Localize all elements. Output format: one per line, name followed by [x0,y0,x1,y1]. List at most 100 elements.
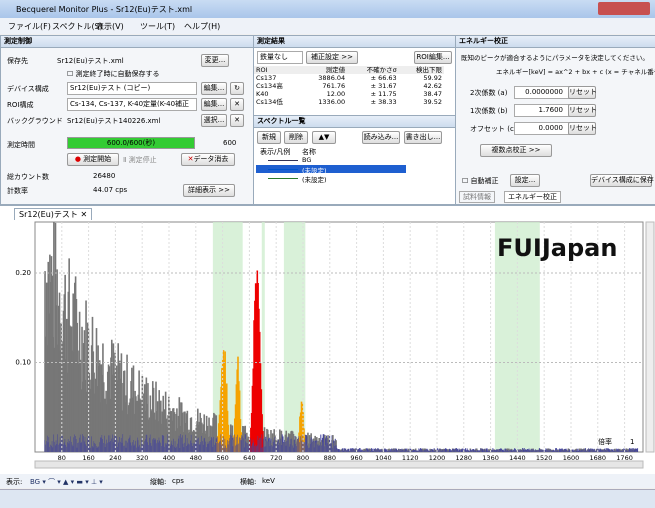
checkbox[interactable]: ☐ 測定終了時に自動保存する [67,70,160,78]
x-tick-label: 720 [270,454,282,462]
button[interactable]: 複数点校正 >> [480,144,552,157]
panel-title: 測定制御 [1,36,253,48]
value: Sr12(Eu)テスト140226.xml [67,117,161,125]
button[interactable]: 編集... [201,82,227,95]
x-tick-label: 880 [324,454,336,462]
dropdown[interactable]: Sr12(Eu)テスト (コピー) [67,82,197,95]
table-row: Cs134高 761.76 ± 31.67 42.62 [254,82,444,90]
panel-title: 測定結果 [254,36,455,48]
button[interactable]: 新規 [257,131,281,144]
results-panel: 測定結果 鉄量なし 補正設定 >> ROI編集... ROI 測定値 不確かさσ 検出… [253,35,456,117]
x-tick-label: 960 [350,454,362,462]
label: 保存先 [7,57,28,65]
bottom-toolbar: 表示: BG ▾ ⌒ ▾ ▲ ▾ ▬ ▾ ⊥ ▾ 縦軸: cps 横軸: keV [0,474,655,488]
button[interactable]: 設定... [510,174,540,187]
reset-button[interactable]: リセット [568,122,597,135]
menu-item[interactable]: ツール(T) [140,22,176,31]
label: 自動補正 [470,177,499,185]
x-tick-label: 1440 [509,454,526,462]
results-table: ROI 測定値 不確かさσ 検出下限 Cs137 3886.04 ± 66.63 59.92 C… [254,66,444,106]
value: 44.07 cps [93,186,128,194]
reset-button[interactable]: リセット [568,104,597,117]
param-value[interactable]: 0.0000000 [514,86,572,99]
dropdown[interactable]: Cs-134, Cs-137, K-40定量(K-40補正 [67,98,197,111]
cell: 42.62 [423,82,442,90]
label: バックグラウンド [7,117,63,125]
x-tick-label: 1360 [482,454,499,462]
button[interactable]: 変更... [201,54,229,67]
button[interactable]: 読み込み... [362,131,400,144]
button[interactable]: ✕データ消去 [181,153,235,166]
button[interactable]: ● 測定開始 [67,153,119,166]
value: 600 [223,139,237,147]
menu-item[interactable]: ヘルプ(H) [184,22,221,31]
button[interactable]: デバイス構成に保存 [590,174,654,187]
window-controls[interactable] [598,2,650,15]
h-scrollbar [34,460,644,469]
param-value[interactable]: 1.7600 [514,104,572,117]
list-name: (未設定) [302,167,327,175]
value[interactable]: keV [262,477,275,485]
cell: Cs134低 [256,98,283,106]
x-tick-label: 1520 [536,454,553,462]
progress-bar: 600.0/600(秒) [67,137,195,149]
cell: ± 11.75 [370,90,397,98]
button[interactable]: 編集... [201,98,227,111]
button[interactable]: 書き出し... [404,131,442,144]
x-tick-label: 800 [297,454,309,462]
label: 表示: [6,478,23,486]
button[interactable]: 削除 [284,131,308,144]
y-tick-label: 0.10 [15,359,31,367]
menu-item[interactable]: 表示(V) [96,22,124,31]
spectrum-list-panel: スペクトル一覧 新規 削除 ▲▼ 読み込み... 書き出し... 表示/凡例 名… [253,115,456,205]
energy-panel: エネルギー校正 既知のピークが適合するようにパラメータを決定してください。 エネ… [455,35,655,205]
button[interactable]: ROI編集... [414,51,452,64]
tab[interactable]: 試料情報 [459,191,495,203]
x-tick-label: 1760 [616,454,633,462]
cell: ± 38.33 [370,98,397,106]
clear-button[interactable]: ✕ [230,98,244,111]
label: 縦軸: [150,478,167,486]
cell: 3886.04 [318,74,346,82]
menu-item[interactable]: スペクトル(S) [52,22,103,31]
dropdown[interactable]: 鉄量なし [257,51,303,64]
param-label: 1次係数 (b) [470,107,508,115]
button[interactable]: Ⅱ 測定停止 [123,156,157,164]
roi-band [261,222,265,452]
refresh-button[interactable]: ↻ [230,82,244,95]
window-title: Becquerel Monitor Plus - Sr12(Eu)テスト.xml [16,5,193,14]
x-tick-label: 1200 [429,454,446,462]
menu-item[interactable]: ファイル(F) [8,22,51,31]
column-header: 表示/凡例 [260,148,291,156]
label: 計数率 [7,187,28,195]
button[interactable]: ▲▼ [312,131,336,144]
menu-bar: ファイル(F) スペクトル(S) 表示(V) ツール(T) ヘルプ(H) [0,18,655,34]
checkbox[interactable]: ☐ 自動補正 [462,177,499,185]
x-tick-label: 1120 [402,454,419,462]
param-value[interactable]: 0.0000 [514,122,572,135]
label: 横軸: [240,478,257,486]
tab[interactable]: エネルギー校正 [504,191,561,203]
button[interactable]: 詳細表示 >> [183,184,235,197]
roi-band [283,222,306,452]
cell: Cs134高 [256,82,283,90]
panel-title: エネルギー校正 [456,36,655,48]
display-icons[interactable]: BG ▾ ⌒ ▾ ▲ ▾ ▬ ▾ ⊥ ▾ [30,478,103,486]
param-label: 2次係数 (a) [470,89,508,97]
x-tick-label: 1040 [375,454,392,462]
clear-button[interactable]: ✕ [230,114,244,127]
cell: 12.00 [326,90,346,98]
button[interactable]: 補正設定 >> [306,51,358,64]
cell: 39.52 [423,98,442,106]
tab[interactable]: Sr12(Eu)テスト ✕ [14,208,93,220]
label: 測定時間 [7,141,35,149]
value[interactable]: cps [172,477,184,485]
reset-button[interactable]: リセット [568,86,597,99]
table-row: Cs137 3886.04 ± 66.63 59.92 [254,74,444,82]
button[interactable]: 選択... [201,114,227,127]
formula: エネルギー[keV] = ax^2 + bx + c (x = チャネル番号) [496,68,655,76]
status-bar [0,489,655,508]
list-name: BG [302,156,312,164]
table-row: K40 12.00 ± 11.75 38.47 [254,90,444,98]
column-header: 測定値 [325,66,346,74]
